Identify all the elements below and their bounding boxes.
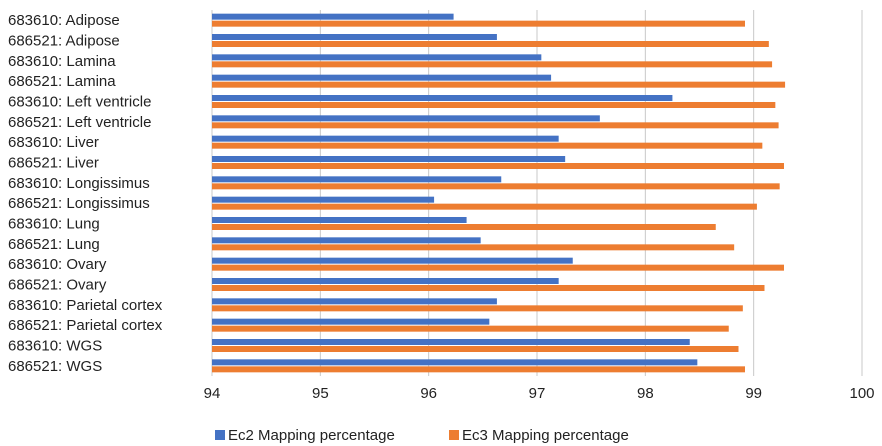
category-label: 686521: Adipose <box>8 33 120 50</box>
bar-ec2 <box>212 176 502 183</box>
bar-ec3 <box>212 346 739 352</box>
bar-ec2 <box>212 318 490 325</box>
category-label: 686521: Longissimus <box>8 195 150 212</box>
bar-ec2 <box>212 95 673 101</box>
category-label: 686521: Left ventricle <box>8 114 151 131</box>
legend-swatch-ec2 <box>215 430 225 440</box>
bar-ec2 <box>212 217 467 223</box>
category-label: 683610: WGS <box>8 338 102 355</box>
x-tick-label: 100 <box>849 385 874 402</box>
bar-ec3 <box>212 203 757 210</box>
category-label: 683610: Liver <box>8 134 99 151</box>
category-label: 686521: Lamina <box>8 73 116 90</box>
bar-ec2 <box>212 74 552 81</box>
x-tick-label: 95 <box>312 385 329 402</box>
bar-ec2 <box>212 257 573 264</box>
bar-ec2 <box>212 115 600 122</box>
category-label: 683610: Lamina <box>8 53 116 70</box>
bar-ec3 <box>212 244 735 251</box>
legend-item-ec3[interactable]: Ec3 Mapping percentage <box>449 427 629 444</box>
category-label: 683610: Longissimus <box>8 175 150 192</box>
bar-ec2 <box>212 196 435 203</box>
x-tick-label: 98 <box>637 385 654 402</box>
x-tick-label: 99 <box>745 385 762 402</box>
bar-ec3 <box>212 285 765 291</box>
bar-ec2 <box>212 156 566 162</box>
bar-ec2 <box>212 135 559 142</box>
category-label: 686521: Ovary <box>8 277 107 294</box>
category-label: 683610: Left ventricle <box>8 94 151 111</box>
bar-ec3 <box>212 366 745 373</box>
bars <box>212 13 786 373</box>
bar-ec3 <box>212 122 779 129</box>
bar-ec2 <box>212 13 454 20</box>
legend-label-ec2: Ec2 Mapping percentage <box>228 427 395 444</box>
gridlines <box>211 10 863 376</box>
legend-item-ec2[interactable]: Ec2 Mapping percentage <box>215 427 395 444</box>
category-label: 686521: WGS <box>8 358 102 375</box>
bar-ec3 <box>212 20 745 27</box>
bar-ec2 <box>212 278 559 284</box>
bar-ec2 <box>212 237 481 244</box>
x-tick-label: 97 <box>529 385 546 402</box>
category-label: 683610: Adipose <box>8 12 120 29</box>
bar-ec3 <box>212 325 729 332</box>
category-labels: 683610: Adipose 686521: Adipose 683610: La… <box>8 12 163 375</box>
bar-ec3 <box>212 81 786 88</box>
category-label: 686521: Lung <box>8 236 100 253</box>
bar-ec2 <box>212 359 698 366</box>
bar-ec2 <box>212 339 690 345</box>
bar-ec2 <box>212 54 542 61</box>
bar-ec3 <box>212 41 769 47</box>
bar-ec3 <box>212 102 776 108</box>
legend-swatch-ec3 <box>449 430 459 440</box>
bar-ec3 <box>212 142 763 149</box>
bar-ec3 <box>212 61 773 68</box>
bar-ec3 <box>212 163 784 169</box>
bar-ec2 <box>212 34 497 40</box>
bar-ec3 <box>212 224 716 230</box>
bar-ec2 <box>212 298 497 305</box>
bar-ec3 <box>212 183 780 190</box>
x-tick-label: 96 <box>420 385 437 402</box>
category-label: 683610: Ovary <box>8 256 107 273</box>
category-label: 683610: Parietal cortex <box>8 297 163 314</box>
bar-ec3 <box>212 264 784 271</box>
x-tick-labels: 94 95 96 97 98 99 100 <box>204 385 875 402</box>
category-label: 683610: Lung <box>8 216 100 233</box>
category-label: 686521: Liver <box>8 155 99 172</box>
bar-ec3 <box>212 305 743 312</box>
legend-label-ec3: Ec3 Mapping percentage <box>462 427 629 444</box>
x-tick-label: 94 <box>204 385 221 402</box>
legend: Ec2 Mapping percentage Ec3 Mapping perce… <box>215 427 629 444</box>
category-label: 686521: Parietal cortex <box>8 317 163 334</box>
